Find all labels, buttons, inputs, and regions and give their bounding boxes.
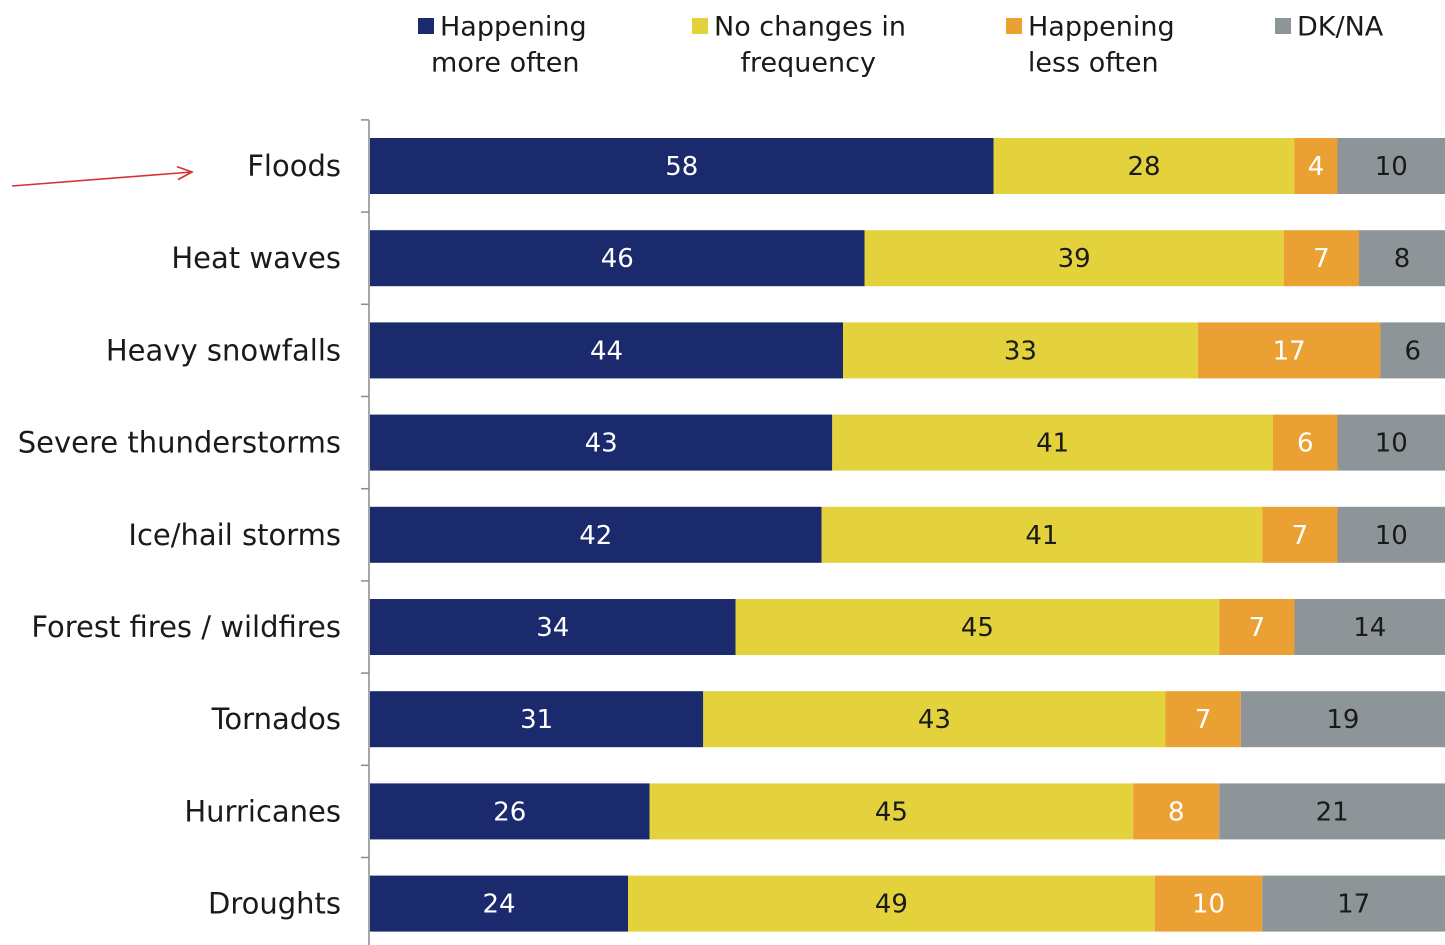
- bar-hurricanes-happening-less-often: [1133, 783, 1220, 840]
- data-label-hurricanes-no-changes-in-frequency: 45: [875, 797, 908, 827]
- data-label-severe-thunderstorms-happening-more-often: 43: [585, 429, 618, 459]
- bar-ice-hail-storms-dk-na: [1337, 506, 1445, 563]
- data-label-forest-fires-wildfires-dk-na: 14: [1353, 613, 1386, 643]
- bar-heat-waves-dk-na: [1359, 230, 1445, 287]
- data-label-heavy-snowfalls-happening-more-often: 44: [590, 336, 623, 366]
- bar-severe-thunderstorms-dk-na: [1337, 414, 1445, 471]
- legend-swatch-happening-less-often: [1006, 18, 1022, 34]
- data-label-heat-waves-happening-more-often: 46: [601, 244, 634, 274]
- bar-severe-thunderstorms-happening-less-often: [1273, 414, 1338, 471]
- data-label-ice-hail-storms-happening-more-often: 42: [579, 521, 612, 551]
- annotation-arrow-icon: [11, 165, 194, 187]
- legend-label-happening-less-often-line1: Happening: [1028, 12, 1175, 43]
- data-label-severe-thunderstorms-no-changes-in-frequency: 41: [1036, 429, 1069, 459]
- data-label-heat-waves-no-changes-in-frequency: 39: [1058, 244, 1091, 274]
- bar-droughts-no-changes-in-frequency: [628, 875, 1155, 932]
- data-label-heavy-snowfalls-no-changes-in-frequency: 33: [1004, 336, 1037, 366]
- data-label-hurricanes-happening-more-often: 26: [493, 797, 526, 827]
- bar-floods-no-changes-in-frequency: [993, 138, 1295, 194]
- category-label-heavy-snowfalls: Heavy snowfalls: [106, 333, 341, 367]
- category-label-tornados: Tornados: [211, 702, 341, 736]
- data-label-droughts-dk-na: 17: [1337, 890, 1370, 920]
- bar-droughts-happening-less-often: [1154, 875, 1263, 932]
- category-label-hurricanes: Hurricanes: [184, 794, 341, 828]
- bar-heat-waves-happening-more-often: [370, 230, 865, 287]
- data-label-tornados-happening-more-often: 31: [520, 705, 553, 735]
- category-label-droughts: Droughts: [208, 887, 341, 921]
- category-label-floods: Floods: [247, 149, 341, 183]
- data-label-severe-thunderstorms-dk-na: 10: [1375, 429, 1408, 459]
- bar-droughts-dk-na: [1262, 875, 1445, 932]
- data-label-forest-fires-wildfires-happening-less-often: 7: [1249, 613, 1266, 643]
- bar-floods-happening-more-often: [370, 138, 994, 194]
- data-label-tornados-happening-less-often: 7: [1195, 705, 1212, 735]
- data-label-forest-fires-wildfires-happening-more-often: 34: [536, 613, 569, 643]
- category-label-heat-waves: Heat waves: [171, 241, 341, 275]
- bar-heat-waves-no-changes-in-frequency: [864, 230, 1284, 287]
- bar-forest-fires-wildfires-happening-more-often: [370, 599, 736, 655]
- data-label-heavy-snowfalls-dk-na: 6: [1404, 336, 1421, 366]
- chart-legend: Happening more often No changes in frequenc…: [418, 12, 1384, 79]
- data-label-forest-fires-wildfires-no-changes-in-frequency: 45: [961, 613, 994, 643]
- bar-heavy-snowfalls-dk-na: [1380, 322, 1445, 379]
- bar-heavy-snowfalls-happening-more-often: [370, 322, 843, 379]
- legend-swatch-happening-more-often: [418, 18, 434, 34]
- data-label-hurricanes-dk-na: 21: [1316, 797, 1349, 827]
- data-label-severe-thunderstorms-happening-less-often: 6: [1297, 429, 1314, 459]
- legend-label-no-changes-in-frequency-line2: frequency: [741, 48, 876, 79]
- bar-heat-waves-happening-less-often: [1283, 230, 1359, 287]
- bar-forest-fires-wildfires-no-changes-in-frequency: [735, 599, 1220, 655]
- bar-hurricanes-happening-more-often: [370, 783, 650, 840]
- data-label-droughts-happening-more-often: 24: [482, 890, 515, 920]
- bar-tornados-no-changes-in-frequency: [703, 691, 1166, 748]
- data-label-floods-happening-less-often: 4: [1308, 152, 1325, 182]
- legend-label-happening-more-often-line1: Happening: [440, 12, 587, 43]
- data-label-droughts-no-changes-in-frequency: 49: [875, 890, 908, 920]
- legend-label-dk-na: DK/NA: [1297, 12, 1384, 43]
- bar-ice-hail-storms-no-changes-in-frequency: [821, 506, 1263, 563]
- bar-group: 58 28 4 10 46 39 7 8 44 33 17 6 43 41 6 10 42 41 7 10 34 45 7 1…: [370, 138, 1445, 932]
- bar-floods-happening-less-often: [1294, 138, 1338, 194]
- bar-tornados-happening-less-often: [1165, 691, 1241, 748]
- data-label-tornados-no-changes-in-frequency: 43: [918, 705, 951, 735]
- legend-swatch-dk-na: [1275, 18, 1291, 34]
- bar-floods-dk-na: [1337, 138, 1445, 194]
- bar-tornados-happening-more-often: [370, 691, 704, 748]
- data-label-heavy-snowfalls-happening-less-often: 17: [1273, 336, 1306, 366]
- data-label-heat-waves-happening-less-often: 7: [1313, 244, 1330, 274]
- bar-severe-thunderstorms-happening-more-often: [370, 414, 833, 471]
- bar-forest-fires-wildfires-happening-less-often: [1219, 599, 1295, 655]
- bar-hurricanes-dk-na: [1219, 783, 1445, 840]
- legend-label-happening-less-often-line2: less often: [1028, 48, 1159, 79]
- data-label-ice-hail-storms-happening-less-often: 7: [1292, 521, 1309, 551]
- legend-label-no-changes-in-frequency-line1: No changes in: [714, 12, 906, 43]
- data-label-floods-happening-more-often: 58: [665, 152, 698, 182]
- data-label-ice-hail-storms-no-changes-in-frequency: 41: [1025, 521, 1058, 551]
- data-label-floods-dk-na: 10: [1375, 152, 1408, 182]
- bar-heavy-snowfalls-no-changes-in-frequency: [843, 322, 1198, 379]
- bar-severe-thunderstorms-no-changes-in-frequency: [832, 414, 1273, 471]
- legend-swatch-no-changes-in-frequency: [692, 18, 708, 34]
- data-label-tornados-dk-na: 19: [1326, 705, 1359, 735]
- data-label-droughts-happening-less-often: 10: [1192, 890, 1225, 920]
- category-label-severe-thunderstorms: Severe thunderstorms: [18, 426, 341, 460]
- bar-heavy-snowfalls-happening-less-often: [1197, 322, 1381, 379]
- data-label-floods-no-changes-in-frequency: 28: [1127, 152, 1160, 182]
- bar-ice-hail-storms-happening-less-often: [1262, 506, 1338, 563]
- bar-tornados-dk-na: [1240, 691, 1445, 748]
- data-label-hurricanes-happening-less-often: 8: [1168, 797, 1185, 827]
- data-label-ice-hail-storms-dk-na: 10: [1375, 521, 1408, 551]
- annotation-layer: [11, 165, 194, 187]
- category-label-forest-fires-wildfires: Forest fires / wildfires: [31, 610, 341, 644]
- data-label-heat-waves-dk-na: 8: [1394, 244, 1411, 274]
- category-axis: Floods Heat waves Heavy snowfalls Severe th…: [18, 119, 370, 945]
- legend-label-happening-more-often-line2: more often: [431, 48, 579, 79]
- bar-ice-hail-storms-happening-more-often: [370, 506, 822, 563]
- category-label-ice-hail-storms: Ice/hail storms: [128, 518, 341, 552]
- bar-forest-fires-wildfires-dk-na: [1294, 599, 1445, 655]
- bar-hurricanes-no-changes-in-frequency: [649, 783, 1134, 840]
- bar-droughts-happening-more-often: [370, 875, 628, 932]
